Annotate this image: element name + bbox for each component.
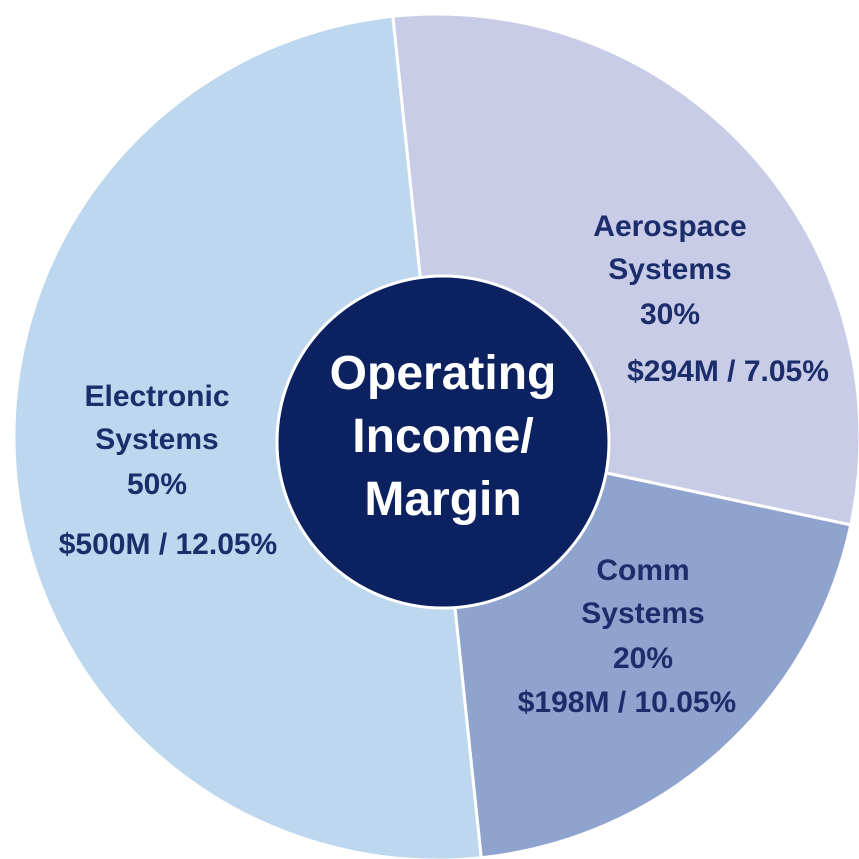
slice-label: Aerospace Systems (593, 210, 746, 286)
detail-label: $198M / 10.05% (518, 686, 736, 719)
slice-label: Comm Systems (581, 554, 704, 630)
detail-label: $500M / 12.05% (59, 528, 277, 561)
slice-label: Electronic Systems (84, 380, 229, 456)
chart-title: Operating Income/Margin (330, 347, 557, 526)
center-circle (275, 274, 611, 610)
slice (12, 14, 483, 859)
detail-label: $294M / 7.05% (627, 355, 829, 388)
value-label: 50% (127, 468, 187, 501)
value-label: 20% (613, 642, 673, 675)
value-label: 30% (640, 298, 700, 331)
